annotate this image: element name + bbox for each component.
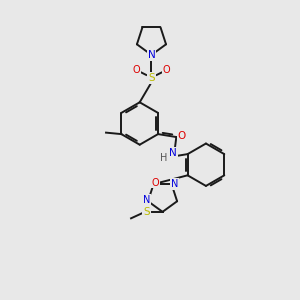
Text: O: O bbox=[151, 178, 159, 188]
Text: N: N bbox=[148, 50, 155, 60]
Text: N: N bbox=[171, 179, 178, 189]
Text: N: N bbox=[169, 148, 177, 158]
Text: S: S bbox=[148, 73, 155, 83]
Text: O: O bbox=[163, 64, 171, 75]
Text: N: N bbox=[143, 195, 150, 205]
Text: H: H bbox=[160, 153, 167, 163]
Text: O: O bbox=[132, 64, 140, 75]
Text: O: O bbox=[178, 130, 186, 141]
Text: S: S bbox=[143, 207, 150, 217]
